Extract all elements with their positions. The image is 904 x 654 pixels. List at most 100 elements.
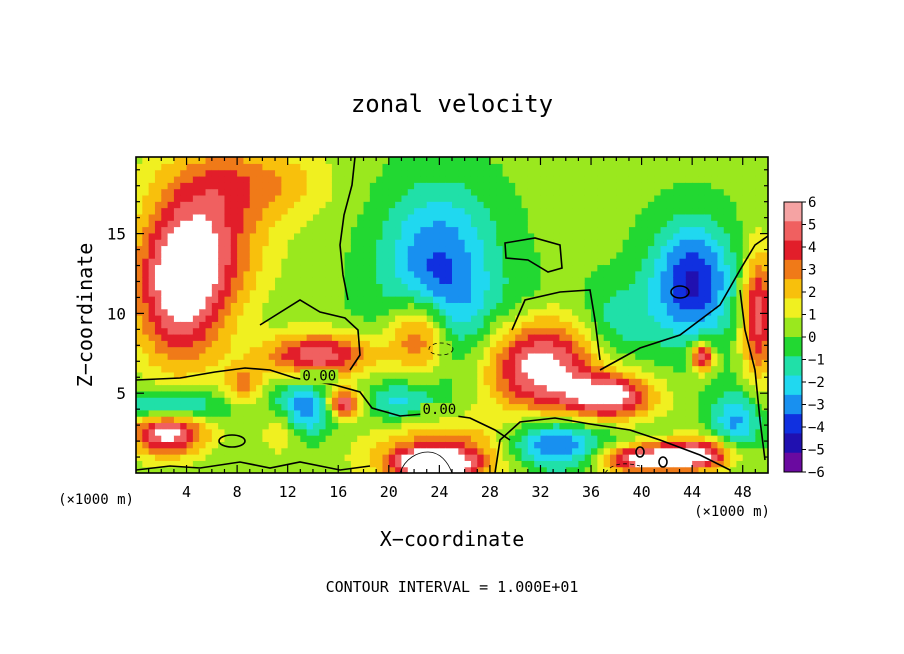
heatmap-cell [704, 296, 712, 303]
heatmap-cell [502, 378, 510, 386]
heatmap-cell [439, 308, 447, 316]
heatmap-cell [319, 213, 327, 221]
heatmap-cell [704, 308, 712, 316]
heatmap-cell [527, 232, 535, 240]
heatmap-cell [477, 277, 485, 284]
heatmap-cell [647, 466, 655, 473]
heatmap-cell [439, 169, 447, 177]
heatmap-cell [692, 258, 700, 266]
heatmap-cell [319, 416, 327, 424]
heatmap-cell [755, 226, 763, 234]
heatmap-cell [237, 270, 245, 278]
heatmap-cell [312, 365, 320, 373]
heatmap-cell [180, 283, 188, 291]
heatmap-cell [660, 220, 668, 228]
heatmap-cell [597, 163, 605, 171]
heatmap-cell [635, 201, 643, 209]
heatmap-cell [603, 378, 611, 386]
heatmap-cell [325, 296, 333, 303]
heatmap-cell [192, 308, 200, 316]
heatmap-cell [755, 157, 763, 164]
heatmap-cell [407, 207, 415, 215]
heatmap-cell [521, 194, 529, 202]
heatmap-cell [679, 384, 687, 392]
heatmap-cell [167, 239, 175, 247]
heatmap-cell [704, 397, 712, 405]
heatmap-cell [256, 283, 263, 291]
heatmap-cell [382, 213, 390, 221]
heatmap-cell [275, 435, 282, 442]
heatmap-cell [376, 163, 384, 171]
heatmap-cell [546, 447, 554, 455]
heatmap-cell [382, 220, 390, 228]
heatmap-cell [546, 182, 554, 190]
heatmap-cell [660, 397, 668, 405]
heatmap-cell [357, 428, 365, 436]
heatmap-cell [268, 321, 276, 329]
heatmap-cell [452, 175, 459, 183]
heatmap-cell [730, 428, 737, 436]
heatmap-cell [458, 327, 466, 335]
heatmap-cell [616, 441, 624, 449]
heatmap-cell [730, 207, 737, 215]
heatmap-cell [161, 232, 169, 240]
heatmap-cell [338, 340, 346, 348]
heatmap-cell [388, 384, 396, 392]
heatmap-cell [376, 352, 384, 360]
heatmap-cell [483, 435, 491, 442]
heatmap-cell [742, 207, 750, 215]
heatmap-cell [205, 378, 213, 386]
heatmap-cell [711, 308, 719, 316]
heatmap-cell [192, 220, 200, 228]
heatmap-cell [521, 333, 529, 341]
heatmap-cell [433, 416, 440, 424]
heatmap-cell [704, 327, 712, 335]
heatmap-cell [464, 258, 472, 266]
heatmap-cell [723, 447, 731, 455]
heatmap-cell [610, 435, 617, 442]
heatmap-cell [256, 441, 263, 449]
heatmap-cell [755, 163, 763, 171]
heatmap-cell [376, 416, 384, 424]
heatmap-cell [711, 201, 719, 209]
heatmap-cell [445, 346, 453, 354]
heatmap-cell [730, 384, 737, 392]
heatmap-cell [572, 283, 579, 291]
heatmap-cell [717, 157, 725, 164]
heatmap-cell [534, 175, 542, 183]
heatmap-cell [698, 359, 706, 367]
heatmap-cell [515, 352, 523, 360]
heatmap-cell [407, 441, 415, 449]
heatmap-cell [420, 371, 428, 379]
heatmap-cell [401, 213, 409, 221]
heatmap-cell [249, 258, 257, 266]
heatmap-cell [148, 346, 156, 354]
heatmap-cell [287, 397, 295, 405]
heatmap-cell [148, 289, 156, 297]
heatmap-cell [445, 289, 453, 297]
heatmap-cell [439, 251, 447, 259]
heatmap-cell [420, 422, 428, 430]
heatmap-cell [647, 270, 655, 278]
heatmap-cell [199, 403, 207, 411]
heatmap-cell [635, 447, 643, 455]
heatmap-cell [243, 422, 251, 430]
heatmap-cell [388, 201, 396, 209]
heatmap-cell [445, 365, 453, 373]
heatmap-cell [407, 169, 415, 177]
heatmap-cell [224, 245, 232, 253]
heatmap-cell [395, 447, 403, 455]
heatmap-cell [262, 403, 270, 411]
heatmap-cell [730, 454, 737, 461]
heatmap-cell [553, 333, 561, 341]
heatmap-cell [344, 416, 352, 424]
heatmap-cell [148, 245, 156, 253]
heatmap-cell [268, 213, 276, 221]
heatmap-cell [363, 428, 371, 436]
heatmap-cell [331, 182, 339, 190]
heatmap-cell [578, 289, 586, 297]
heatmap-cell [439, 163, 447, 171]
heatmap-cell [559, 454, 567, 461]
heatmap-cell [224, 308, 232, 316]
heatmap-cell [312, 397, 320, 405]
